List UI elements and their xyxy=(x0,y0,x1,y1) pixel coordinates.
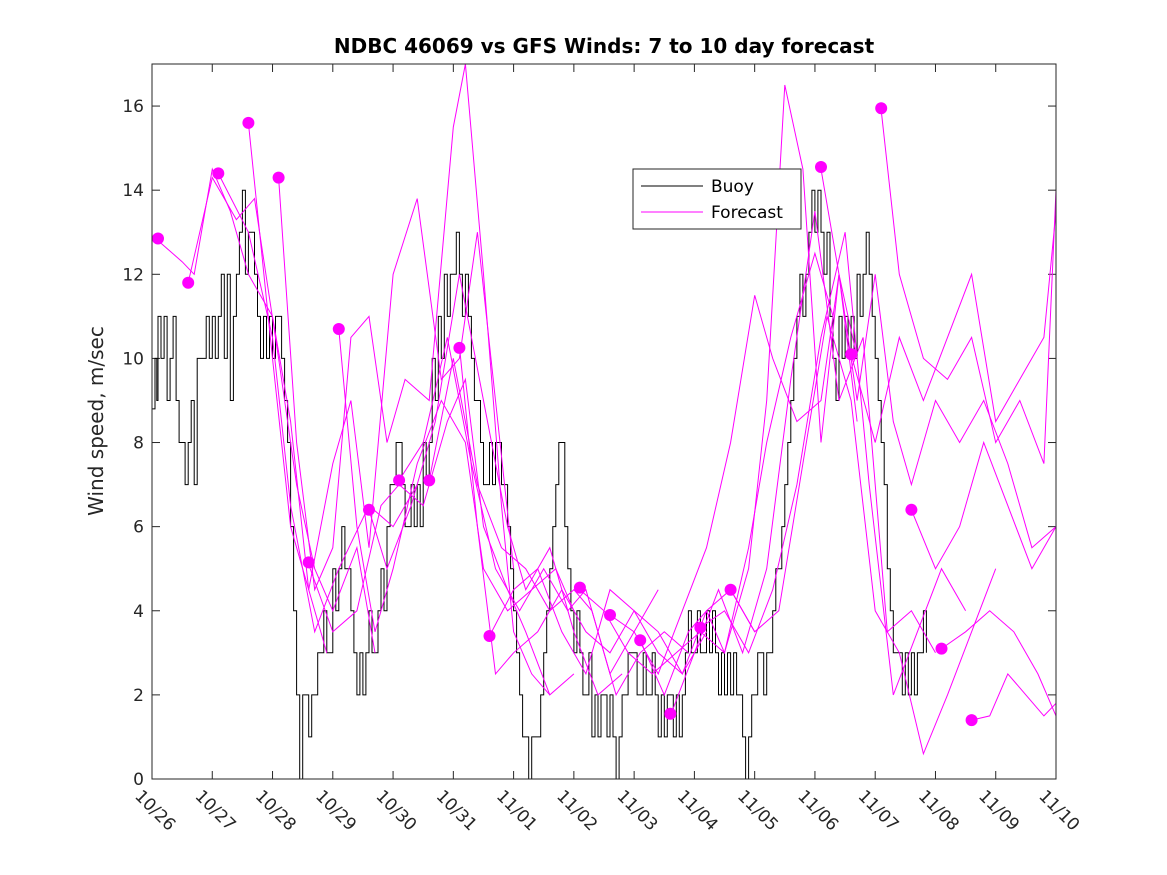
forecast-line xyxy=(187,176,376,653)
forecast-start-dot xyxy=(242,116,255,129)
forecast-line xyxy=(850,211,1057,443)
y-tick-label: 8 xyxy=(133,434,144,454)
y-tick-label: 10 xyxy=(122,349,144,369)
forecast-start-markers xyxy=(152,102,978,727)
forecast-start-dot xyxy=(212,167,225,180)
forecast-line xyxy=(368,274,623,696)
forecast-start-dot xyxy=(634,634,647,647)
forecast-line xyxy=(157,167,328,653)
forecast-start-dot xyxy=(604,609,616,621)
y-tick-label: 2 xyxy=(133,686,144,706)
forecast-line xyxy=(489,567,756,676)
forecast-start-dot xyxy=(393,474,406,487)
forecast-start-dot xyxy=(815,161,827,173)
forecast-start-dot xyxy=(724,583,737,596)
y-tick-label: 6 xyxy=(133,518,144,538)
forecast-start-dot xyxy=(423,474,436,487)
y-axis-label: Wind speed, m/sec xyxy=(84,326,108,516)
forecast-start-dot xyxy=(363,503,375,516)
y-tick-label: 16 xyxy=(122,97,144,117)
forecast-start-dot xyxy=(483,630,496,642)
forecast-start-dot xyxy=(694,621,707,634)
plot-area xyxy=(151,63,1057,780)
forecast-start-dot xyxy=(664,707,677,720)
buoy-series xyxy=(152,189,927,780)
legend: Buoy Forecast xyxy=(632,168,802,230)
forecast-start-dot xyxy=(332,323,345,335)
chart-title: NDBC 46069 vs GFS Winds: 7 to 10 day for… xyxy=(334,34,875,58)
forecast-start-dot xyxy=(302,556,315,569)
forecast-start-dot xyxy=(573,581,586,594)
forecast-line xyxy=(398,337,659,676)
forecast-line xyxy=(639,84,858,697)
legend-forecast-label: Forecast xyxy=(711,203,783,223)
forecast-line xyxy=(247,122,515,590)
forecast-line xyxy=(609,274,858,676)
forecast-start-dot xyxy=(905,503,918,516)
forecast-line xyxy=(971,672,1057,721)
forecast-start-dot xyxy=(845,348,858,361)
y-tick-labels: 0 2 4 6 8 10 12 14 16 xyxy=(122,97,144,790)
forecast-line xyxy=(820,169,1057,549)
y-tick-label: 14 xyxy=(122,181,144,201)
forecast-start-dot xyxy=(272,171,285,184)
legend-buoy-label: Buoy xyxy=(711,177,754,197)
y-tick-label: 4 xyxy=(133,602,144,622)
forecast-start-dot xyxy=(965,714,978,727)
forecast-line xyxy=(910,440,1057,570)
forecast-line xyxy=(278,63,551,696)
plot-frame xyxy=(151,63,1057,780)
forecast-line xyxy=(880,110,1057,464)
forecast-start-dot xyxy=(182,276,195,289)
forecast-line xyxy=(700,232,967,696)
legend-box xyxy=(632,168,802,230)
forecast-line xyxy=(730,316,997,756)
y-tick-label: 0 xyxy=(133,770,144,790)
forecast-line xyxy=(458,345,707,676)
y-tick-label: 12 xyxy=(122,265,144,285)
forecast-start-dot xyxy=(935,642,948,655)
forecast-line xyxy=(669,211,936,717)
forecast-line xyxy=(308,377,575,696)
forecast-start-dot xyxy=(152,232,164,245)
buoy-line xyxy=(152,189,927,780)
forecast-start-dot xyxy=(453,341,466,354)
forecast-line xyxy=(579,251,834,675)
forecast-series xyxy=(157,63,1057,756)
forecast-line xyxy=(941,610,1057,717)
forecast-start-dot xyxy=(875,102,888,115)
forecast-line xyxy=(217,173,418,634)
